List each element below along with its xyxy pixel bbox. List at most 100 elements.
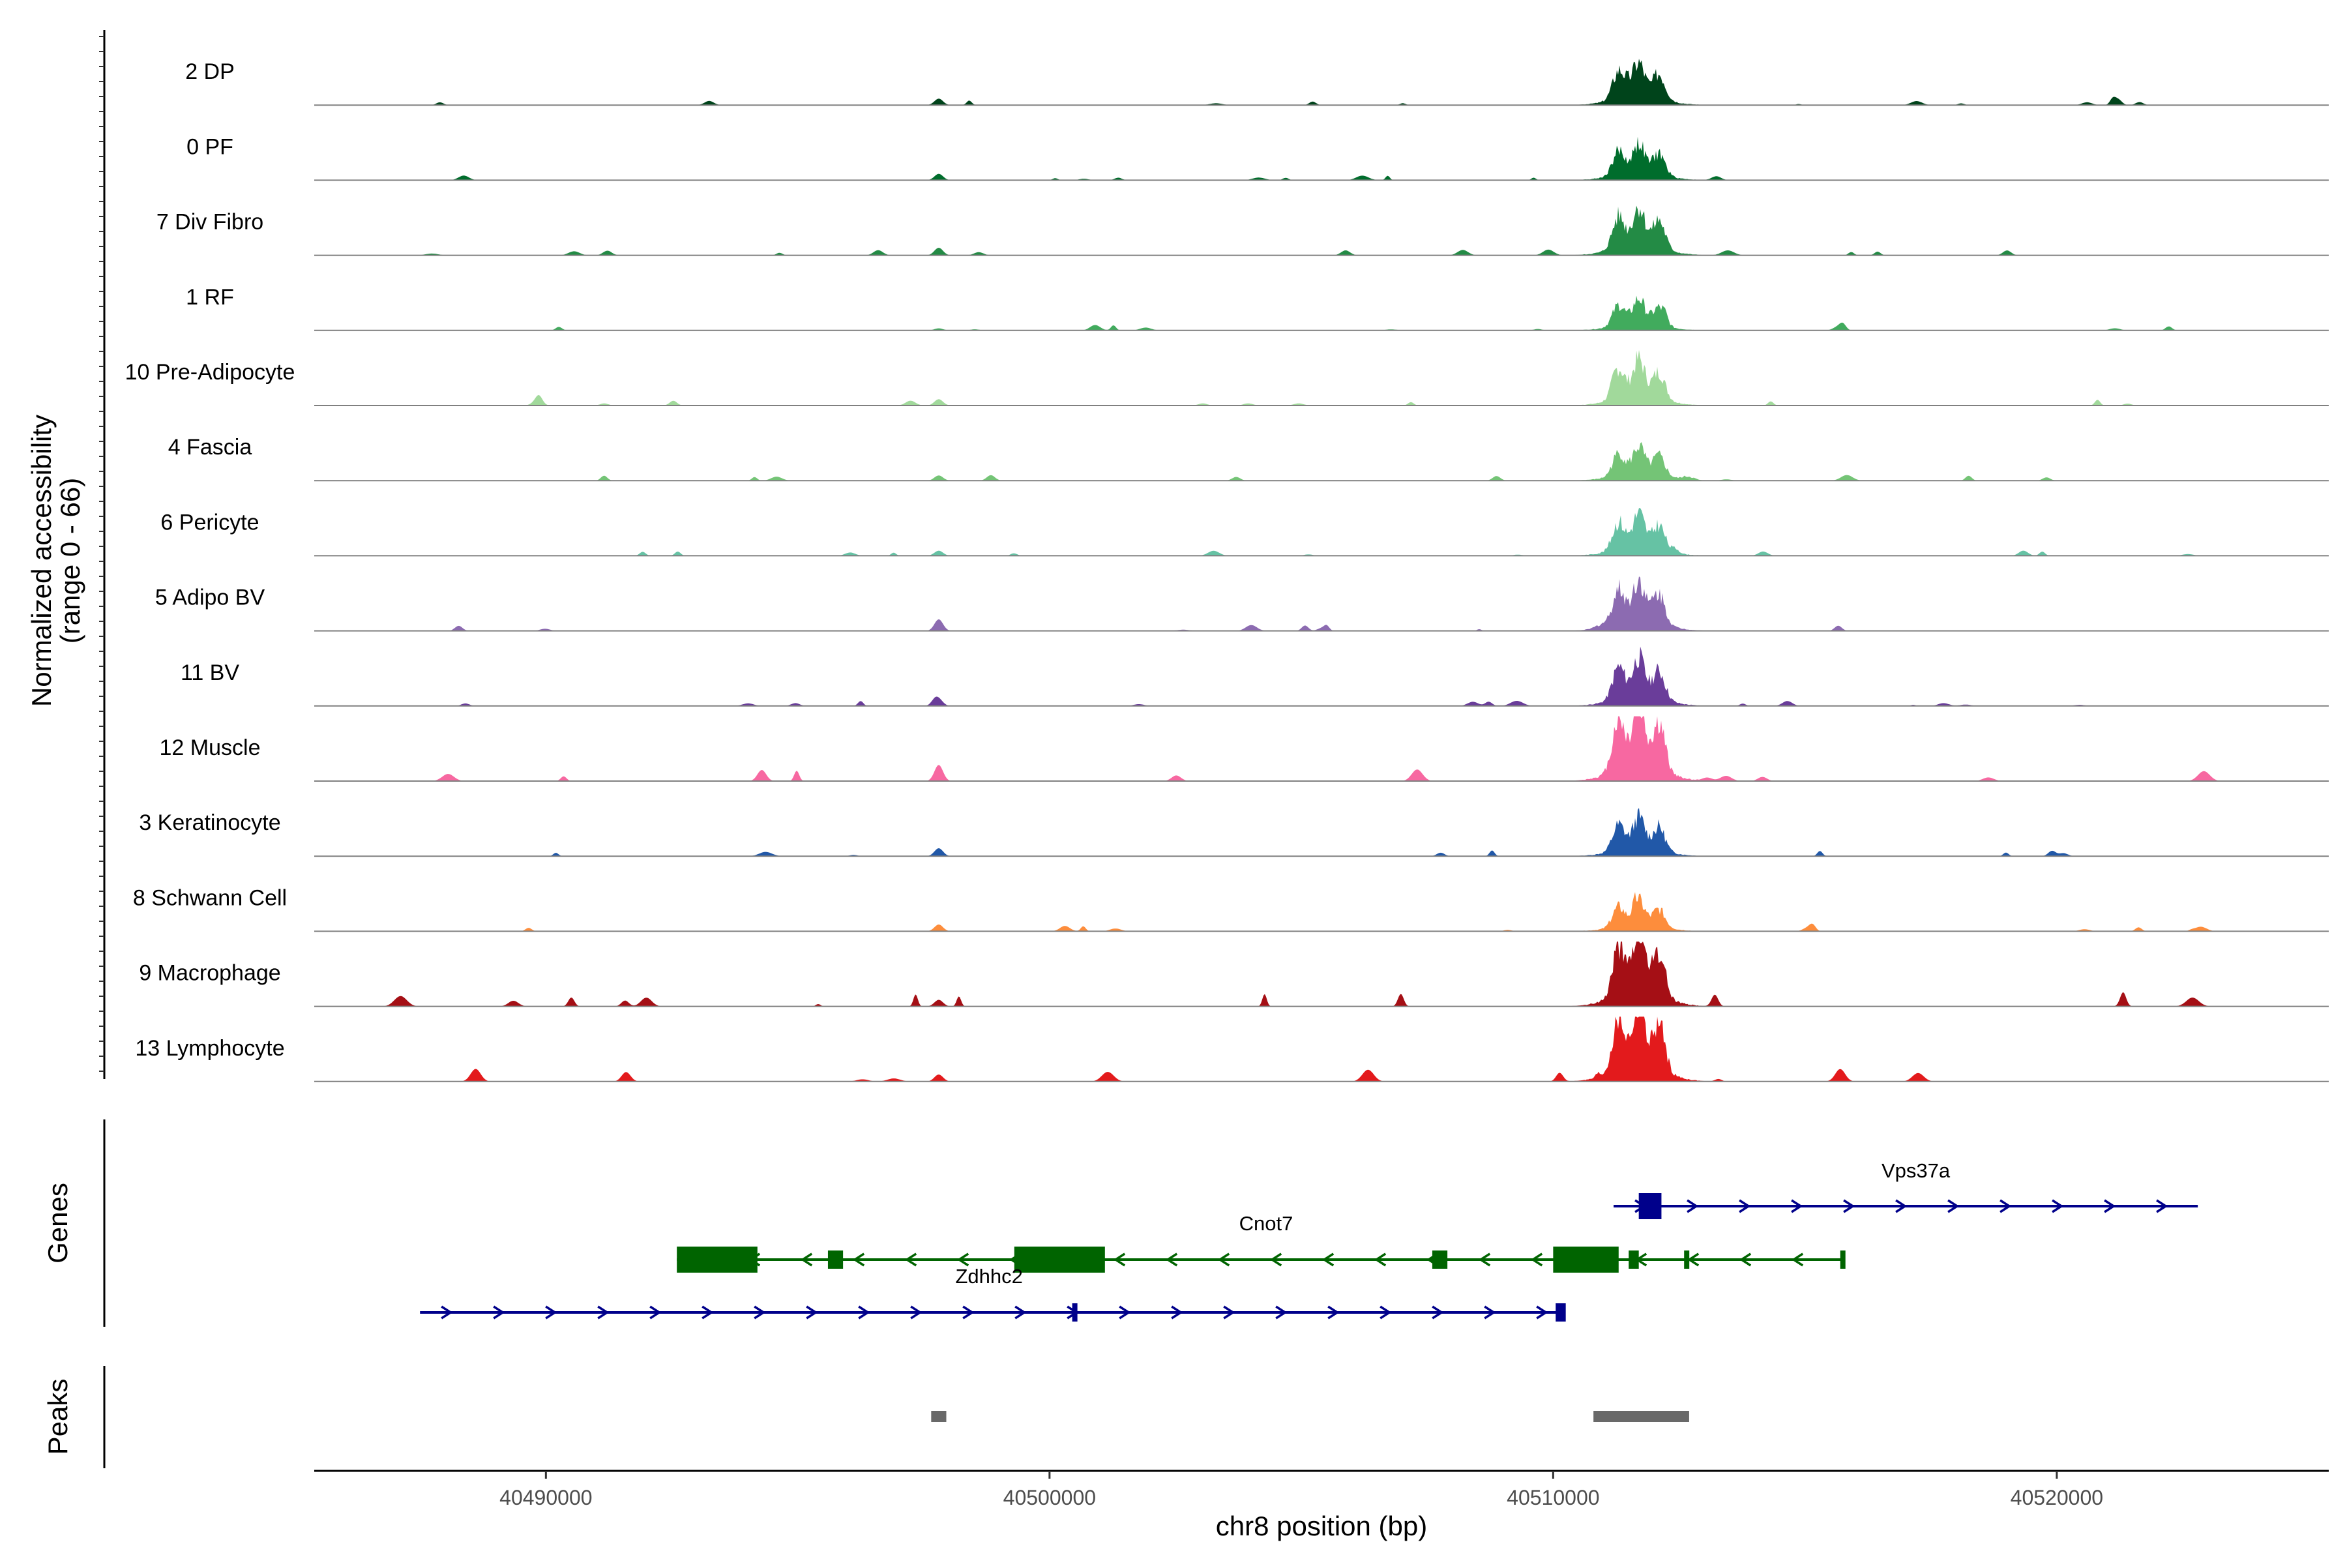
strand-arrow bbox=[1536, 1305, 1548, 1320]
track-7-div-fibro: 7 Div Fibro bbox=[156, 205, 2329, 256]
strand-arrow bbox=[1275, 1305, 1288, 1320]
strand-arrow bbox=[2104, 1199, 2116, 1213]
x-tick-label: 40500000 bbox=[1003, 1486, 1096, 1509]
strand-arrow bbox=[441, 1305, 453, 1320]
strand-arrow bbox=[852, 1252, 865, 1267]
strand-arrow bbox=[1432, 1305, 1444, 1320]
y-axis-subtitle: (range 0 - 66) bbox=[55, 478, 85, 643]
strand-arrow bbox=[1791, 1199, 1803, 1213]
genes-axis-title: Genes bbox=[42, 1183, 73, 1264]
track-label: 5 Adipo BV bbox=[155, 585, 265, 610]
coverage-area bbox=[327, 205, 2231, 256]
x-tick-label: 40490000 bbox=[499, 1486, 592, 1509]
track-label: 13 Lymphocyte bbox=[135, 1036, 284, 1061]
y-axis-ticks bbox=[99, 36, 104, 1072]
strand-arrow bbox=[806, 1305, 818, 1320]
coverage-area bbox=[327, 349, 2231, 406]
coverage-area bbox=[327, 295, 2231, 331]
strand-arrow bbox=[1321, 1252, 1335, 1267]
strand-arrow bbox=[1374, 1252, 1387, 1267]
exon-block bbox=[1014, 1247, 1105, 1273]
strand-arrow bbox=[2052, 1199, 2064, 1213]
strand-arrow bbox=[1171, 1305, 1183, 1320]
track-label: 12 Muscle bbox=[160, 735, 261, 760]
track-label: 6 Pericyte bbox=[160, 510, 259, 535]
track-0-pf: 0 PF bbox=[186, 134, 2329, 181]
strand-arrow bbox=[2000, 1199, 2012, 1213]
peak-region bbox=[931, 1411, 947, 1422]
coverage-area bbox=[327, 442, 2231, 481]
peak-region bbox=[1593, 1411, 1689, 1422]
strand-arrow bbox=[962, 1305, 975, 1320]
track-label: 2 DP bbox=[185, 59, 235, 84]
gene-zdhhc2: Zdhhc2 bbox=[420, 1265, 1566, 1322]
coverage-area bbox=[327, 1016, 2231, 1082]
peaks-axis-title: Peaks bbox=[42, 1379, 73, 1455]
strand-arrow bbox=[1113, 1252, 1126, 1267]
strand-arrow bbox=[2156, 1199, 2168, 1213]
strand-arrow bbox=[649, 1305, 662, 1320]
track-label: 4 Fascia bbox=[168, 435, 252, 460]
strand-arrow bbox=[1739, 1199, 1751, 1213]
strand-arrow bbox=[754, 1305, 766, 1320]
coverage-area bbox=[327, 136, 2231, 181]
exon-block bbox=[1556, 1303, 1566, 1322]
track-1-rf: 1 RF bbox=[186, 285, 2329, 331]
exon-block bbox=[1629, 1250, 1639, 1269]
exon-block bbox=[1684, 1250, 1690, 1269]
strand-arrow bbox=[701, 1305, 714, 1320]
coverage-area bbox=[327, 941, 2231, 1007]
x-tick-label: 40520000 bbox=[2011, 1486, 2103, 1509]
track-10-pre-adipocyte: 10 Pre-Adipocyte bbox=[125, 349, 2329, 406]
exon-block bbox=[1432, 1250, 1448, 1269]
coverage-area bbox=[327, 892, 2231, 932]
exon-block bbox=[677, 1247, 758, 1273]
strand-arrow bbox=[1895, 1199, 1908, 1213]
gene-track: Vps37a Cnot7 Zdhhc2 bbox=[420, 1159, 2198, 1322]
strand-arrow bbox=[956, 1252, 969, 1267]
gene-label: Vps37a bbox=[1882, 1159, 1951, 1182]
track-label: 11 BV bbox=[181, 660, 239, 685]
strand-arrow bbox=[910, 1305, 923, 1320]
strand-arrow bbox=[1223, 1305, 1235, 1320]
x-axis-title: chr8 position (bp) bbox=[1216, 1511, 1428, 1541]
strand-arrow bbox=[597, 1305, 610, 1320]
strand-arrow bbox=[1791, 1252, 1804, 1267]
strand-arrow bbox=[545, 1305, 557, 1320]
track-13-lymphocyte: 13 Lymphocyte bbox=[135, 1016, 2329, 1082]
gene-vps37a: Vps37a bbox=[1614, 1159, 2198, 1219]
track-label: 3 Keratinocyte bbox=[139, 810, 280, 835]
track-label: 0 PF bbox=[186, 134, 233, 159]
track-label: 10 Pre-Adipocyte bbox=[125, 360, 295, 385]
strand-arrow bbox=[493, 1305, 505, 1320]
track-6-pericyte: 6 Pericyte bbox=[160, 508, 2329, 557]
coverage-tracks: 2 DP 0 PF 7 Div Fibro 1 RF 10 Pre-Adipocyte 4… bbox=[125, 59, 2329, 1082]
coverage-area bbox=[327, 716, 2231, 781]
coverage-area bbox=[327, 59, 2231, 106]
coverage-area bbox=[327, 646, 2231, 706]
track-label: 1 RF bbox=[186, 285, 234, 310]
track-label: 7 Div Fibro bbox=[156, 210, 263, 235]
track-12-muscle: 12 Muscle bbox=[160, 716, 2329, 782]
track-3-keratinocyte: 3 Keratinocyte bbox=[139, 808, 2329, 857]
strand-arrow bbox=[1119, 1305, 1131, 1320]
track-2-dp: 2 DP bbox=[185, 59, 2329, 106]
track-9-macrophage: 9 Macrophage bbox=[139, 941, 2329, 1007]
x-tick-label: 40510000 bbox=[1507, 1486, 1599, 1509]
gene-cnot7: Cnot7 bbox=[677, 1212, 1846, 1273]
track-label: 8 Schwann Cell bbox=[133, 885, 287, 910]
strand-arrow bbox=[1484, 1305, 1496, 1320]
track-5-adipo-bv: 5 Adipo BV bbox=[155, 576, 2329, 632]
peak-track bbox=[931, 1411, 1689, 1422]
coverage-area bbox=[327, 508, 2231, 556]
track-11-bv: 11 BV bbox=[181, 646, 2329, 707]
y-axis-title: Normalized accessibility bbox=[26, 415, 57, 707]
x-axis-ticks: 40490000 40500000 40510000 40520000 bbox=[499, 1471, 2103, 1509]
coverage-area bbox=[327, 808, 2231, 857]
coverage-area bbox=[327, 576, 2231, 631]
strand-arrow bbox=[1380, 1305, 1392, 1320]
exon-block bbox=[827, 1250, 844, 1269]
gene-label: Zdhhc2 bbox=[955, 1265, 1022, 1288]
